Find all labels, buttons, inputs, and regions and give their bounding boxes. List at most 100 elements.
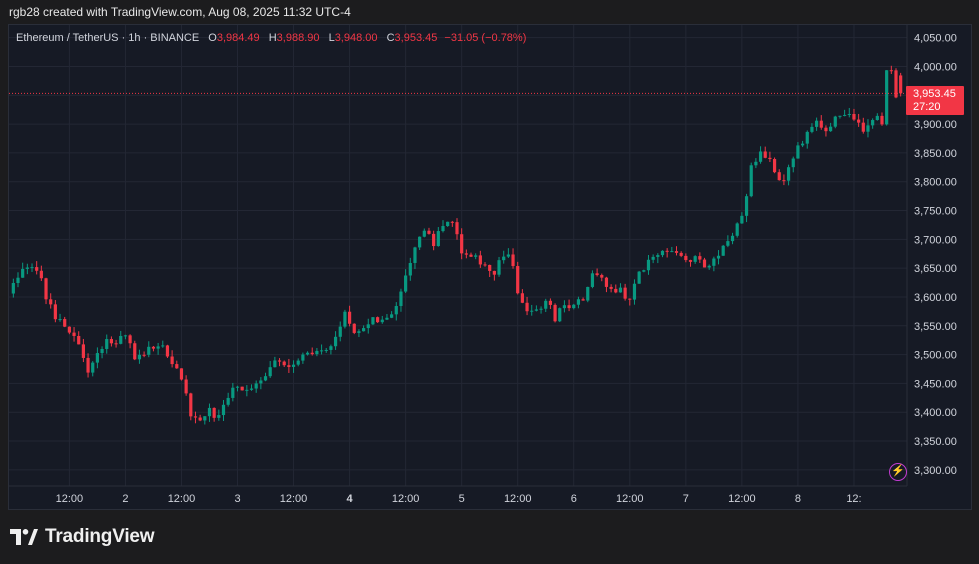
- candle[interactable]: [502, 250, 506, 264]
- candle[interactable]: [25, 263, 29, 275]
- candle[interactable]: [249, 384, 254, 391]
- candle[interactable]: [352, 323, 356, 335]
- candle[interactable]: [319, 344, 324, 355]
- candle[interactable]: [899, 72, 903, 97]
- candle[interactable]: [142, 351, 146, 358]
- candle[interactable]: [109, 336, 114, 347]
- candle[interactable]: [343, 309, 347, 329]
- candle[interactable]: [408, 257, 412, 281]
- candle[interactable]: [44, 277, 48, 305]
- candle[interactable]: [450, 220, 454, 227]
- candle[interactable]: [600, 273, 604, 282]
- candle[interactable]: [530, 304, 534, 316]
- candle[interactable]: [86, 353, 90, 378]
- candle[interactable]: [562, 300, 567, 313]
- candle[interactable]: [231, 382, 235, 402]
- candle[interactable]: [427, 227, 431, 235]
- candle[interactable]: [614, 284, 618, 294]
- candle[interactable]: [492, 270, 496, 281]
- candle[interactable]: [329, 344, 333, 355]
- candle[interactable]: [735, 222, 739, 238]
- candle[interactable]: [604, 276, 609, 293]
- candle[interactable]: [539, 306, 543, 314]
- candle[interactable]: [301, 352, 305, 364]
- candle[interactable]: [455, 218, 459, 240]
- candle[interactable]: [156, 342, 160, 355]
- candle[interactable]: [203, 416, 207, 425]
- candle[interactable]: [810, 123, 814, 134]
- candle[interactable]: [637, 270, 641, 284]
- candle[interactable]: [147, 341, 151, 358]
- candle[interactable]: [754, 158, 758, 169]
- candle[interactable]: [632, 279, 637, 305]
- candle[interactable]: [558, 307, 562, 323]
- candle[interactable]: [483, 262, 487, 267]
- candle[interactable]: [572, 303, 576, 310]
- candle[interactable]: [72, 327, 76, 342]
- candle[interactable]: [305, 351, 310, 356]
- candle[interactable]: [376, 316, 380, 323]
- candle[interactable]: [221, 399, 226, 421]
- candle[interactable]: [544, 298, 548, 313]
- candle[interactable]: [824, 125, 828, 137]
- candle[interactable]: [833, 115, 837, 129]
- candle[interactable]: [100, 346, 104, 359]
- candle[interactable]: [474, 253, 478, 260]
- candle[interactable]: [296, 358, 300, 367]
- candle[interactable]: [880, 112, 884, 126]
- candle[interactable]: [432, 230, 436, 251]
- candle[interactable]: [324, 347, 328, 353]
- candle[interactable]: [49, 293, 53, 309]
- candle[interactable]: [161, 340, 165, 348]
- candle[interactable]: [347, 305, 352, 327]
- candle[interactable]: [796, 142, 800, 159]
- candle[interactable]: [819, 115, 823, 130]
- candle[interactable]: [413, 246, 417, 270]
- candle[interactable]: [815, 117, 819, 131]
- candle[interactable]: [282, 360, 286, 367]
- candle[interactable]: [63, 316, 67, 328]
- candle[interactable]: [119, 330, 123, 345]
- candle[interactable]: [259, 377, 263, 390]
- candle[interactable]: [30, 263, 34, 272]
- candle[interactable]: [628, 298, 632, 306]
- candle[interactable]: [184, 375, 188, 396]
- candle[interactable]: [726, 235, 730, 248]
- candle[interactable]: [235, 385, 240, 392]
- candle[interactable]: [170, 350, 174, 368]
- candle[interactable]: [77, 331, 81, 345]
- candle[interactable]: [595, 268, 599, 277]
- candle[interactable]: [165, 344, 170, 358]
- candle[interactable]: [791, 156, 795, 173]
- candle[interactable]: [838, 115, 842, 119]
- candle[interactable]: [268, 361, 272, 378]
- candle[interactable]: [857, 113, 861, 127]
- candle[interactable]: [226, 392, 230, 407]
- candle[interactable]: [35, 261, 39, 275]
- candle[interactable]: [777, 169, 781, 181]
- candle[interactable]: [95, 347, 99, 369]
- candle[interactable]: [333, 331, 338, 350]
- candle[interactable]: [847, 107, 851, 118]
- candle[interactable]: [151, 346, 156, 352]
- candle[interactable]: [245, 385, 249, 397]
- candle[interactable]: [525, 296, 529, 316]
- candle[interactable]: [553, 303, 557, 323]
- candle[interactable]: [315, 348, 319, 357]
- candle[interactable]: [782, 174, 786, 186]
- candle[interactable]: [786, 164, 791, 186]
- candle[interactable]: [16, 272, 20, 288]
- candle[interactable]: [651, 254, 655, 264]
- candle[interactable]: [175, 360, 179, 369]
- candle[interactable]: [740, 212, 744, 224]
- candle[interactable]: [399, 288, 403, 312]
- candle[interactable]: [137, 349, 142, 364]
- candle[interactable]: [240, 386, 244, 391]
- candle[interactable]: [114, 339, 118, 348]
- candle[interactable]: [852, 108, 856, 121]
- candle[interactable]: [763, 146, 767, 159]
- candle[interactable]: [749, 162, 753, 198]
- candle[interactable]: [889, 65, 893, 75]
- candle[interactable]: [516, 261, 520, 295]
